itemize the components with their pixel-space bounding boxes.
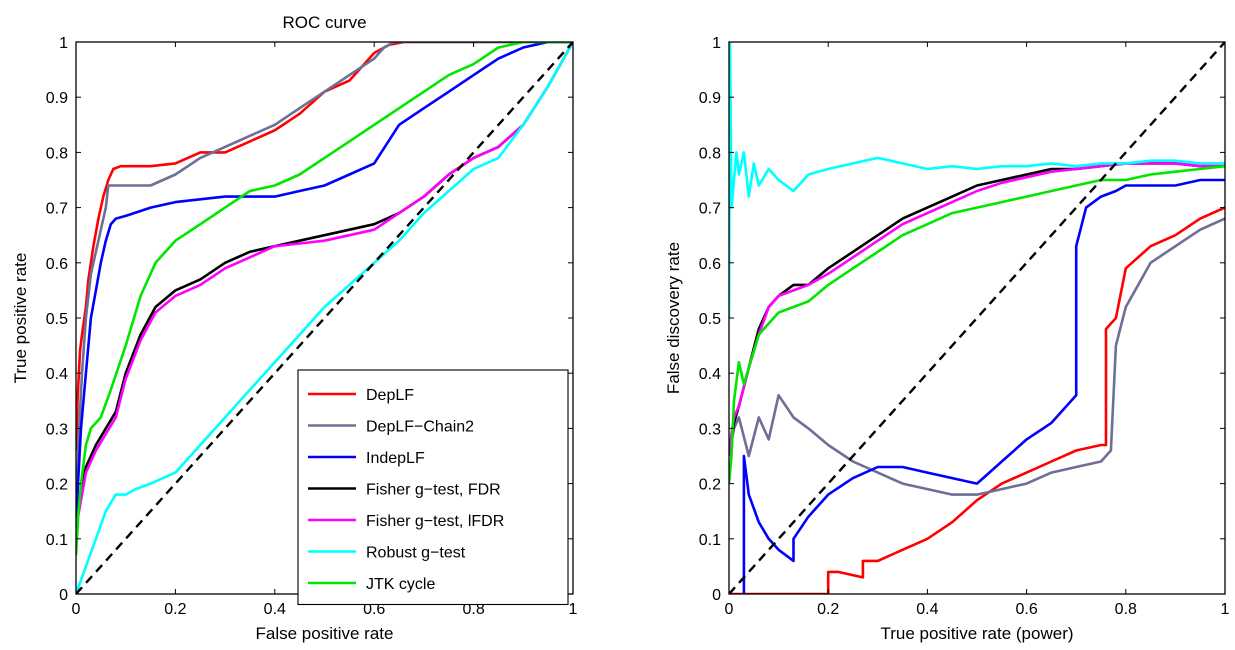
fdr-x-axis-label: True positive rate (power)	[880, 624, 1073, 643]
roc-series-group	[76, 42, 573, 594]
fdr-x-tick-label: 0.6	[1015, 601, 1037, 618]
roc-legend-label-fisher-g-test-lfdr: Fisher g−test, lFDR	[366, 513, 504, 530]
roc-y-tick-label: 0.4	[46, 366, 68, 383]
fdr-y-tick-label: 0.5	[699, 311, 721, 328]
fdr-series-group	[729, 42, 1225, 594]
fdr-y-tick-label: 0.3	[699, 421, 721, 438]
roc-series-robust-g-test	[76, 42, 573, 594]
roc-legend-label-robust-g-test: Robust g−test	[366, 545, 466, 562]
roc-series-diagonal	[76, 42, 573, 594]
roc-series-deplf-chain2	[76, 42, 573, 539]
roc-series-fisher-g-test-lfdr	[76, 42, 573, 529]
fdr-y-tick-label: 0.2	[699, 477, 721, 494]
fdr-y-tick-label: 1	[712, 35, 721, 52]
fdr-y-tick-label: 0.8	[699, 145, 721, 162]
roc-x-tick-label: 0.6	[363, 601, 385, 618]
fdr-y-tick-label: 0.6	[699, 256, 721, 273]
fdr-x-tick-label: 0.4	[916, 601, 938, 618]
roc-x-tick-label: 0.2	[164, 601, 186, 618]
fdr-series-robust-g-test	[729, 42, 1225, 319]
roc-y-tick-label: 0.2	[46, 477, 68, 494]
fdr-series-deplf	[729, 206, 1225, 594]
roc-x-tick-label: 0.4	[264, 601, 286, 618]
roc-y-tick-label: 0.3	[46, 421, 68, 438]
roc-legend-label-jtk-cycle: JTK cycle	[366, 576, 435, 593]
roc-y-tick-label: 0.5	[46, 311, 68, 328]
roc-y-tick-label: 0.7	[46, 201, 68, 218]
roc-legend-label-indeplf: IndepLF	[366, 450, 425, 467]
roc-y-tick-label: 0	[59, 587, 68, 604]
fdr-x-tick-label: 1	[1221, 601, 1230, 618]
fdr-y-tick-label: 0.9	[699, 90, 721, 107]
roc-x-tick-label: 1	[569, 601, 578, 618]
fdr-y-axis-label: False discovery rate	[664, 242, 683, 394]
roc-y-axis-label: True positive rate	[11, 253, 30, 384]
fdr-x-tick-label: 0	[725, 601, 734, 618]
roc-y-tick-label: 1	[59, 35, 68, 52]
roc-legend: DepLF DepLF−Chain2 IndepLF Fisher g−test, F…	[297, 369, 569, 606]
roc-series-jtk-cycle	[76, 42, 573, 556]
roc-chart-title: ROC curve	[282, 13, 366, 32]
roc-x-axis-label: False positive rate	[256, 624, 394, 643]
fdr-series-diagonal	[729, 42, 1225, 594]
fdr-y-tick-label: 0.7	[699, 201, 721, 218]
roc-y-tick-label: 0.9	[46, 90, 68, 107]
fdr-chart: 0 0.2 0.4 0.6 0.8 1 0 0.1 0.2 0.3 0.4 0.5 0.6 0.7 0.8 0…	[664, 35, 1230, 643]
roc-legend-label-deplf-chain2: DepLF−Chain2	[366, 419, 474, 436]
fdr-y-tick-label: 0.4	[699, 366, 721, 383]
roc-y-tick-label: 0.8	[46, 145, 68, 162]
fdr-series-indeplf	[742, 178, 1225, 594]
fdr-x-tick-label: 0.2	[817, 601, 839, 618]
roc-chart: 0 0.2 0.4 0.6 0.8 1 0 0.1 0.2 0.3 0.4 0.5 0.6 0.7 0.8 0…	[11, 13, 578, 643]
fdr-series-deplf-chain2	[729, 217, 1225, 496]
fdr-x-tick-label: 0.8	[1115, 601, 1137, 618]
roc-y-tick-label: 0.6	[46, 256, 68, 273]
roc-legend-label-deplf: DepLF	[366, 387, 414, 404]
roc-x-tick-label: 0	[72, 601, 81, 618]
roc-legend-label-fisher-g-test-fdr: Fisher g−test, FDR	[366, 482, 501, 499]
fdr-series-jtk-cycle	[729, 164, 1225, 484]
fdr-y-tick-label: 0.1	[699, 532, 721, 549]
roc-y-tick-label: 0.1	[46, 532, 68, 549]
roc-x-tick-label: 0.8	[462, 601, 484, 618]
fdr-y-tick-label: 0	[712, 587, 721, 604]
roc-series-indeplf	[76, 42, 573, 539]
